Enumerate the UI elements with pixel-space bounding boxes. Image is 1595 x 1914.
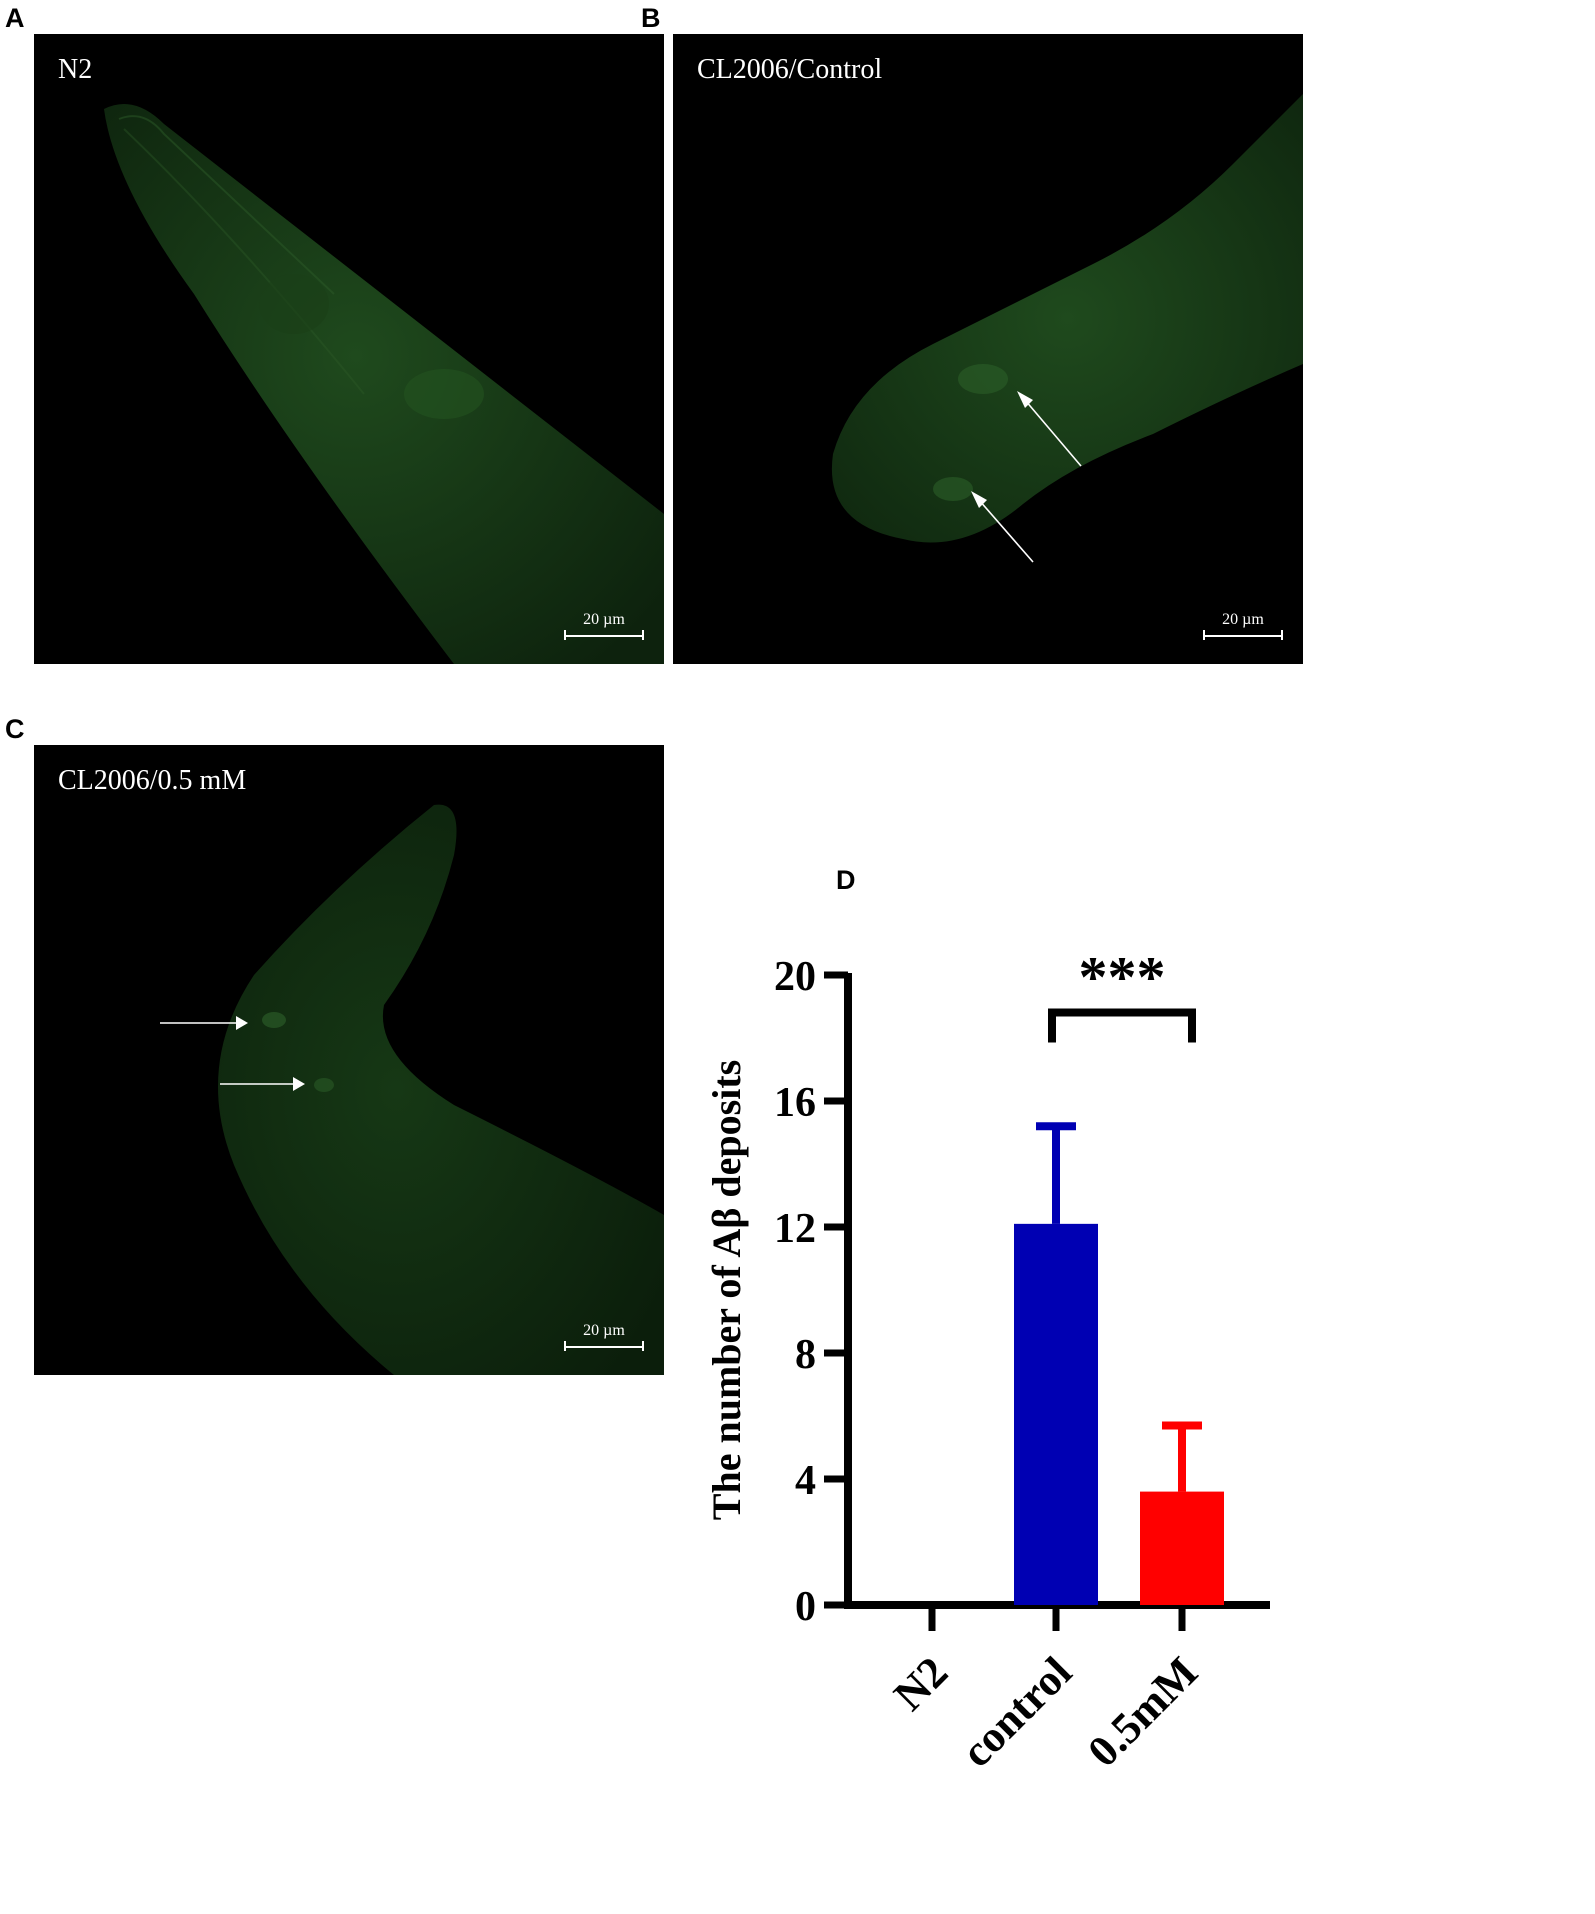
y-tick-label: 16 — [774, 1080, 816, 1126]
y-tick-label: 8 — [795, 1332, 816, 1378]
significance-label: *** — [1079, 945, 1166, 1010]
micrograph-cl2006-control: CL2006/Control 20 µm — [673, 34, 1303, 664]
y-tick-label: 4 — [795, 1458, 816, 1504]
panel-letter-d: D — [836, 865, 856, 895]
scale-bar-c: 20 µm — [564, 1323, 644, 1351]
panel-label-n2: N2 — [58, 54, 93, 85]
x-tick-label: 0.5mM — [1078, 1647, 1207, 1776]
scale-label-a: 20 µm — [583, 611, 625, 628]
scale-bar-a: 20 µm — [564, 612, 644, 640]
micrograph-cl2006-05mm: CL2006/0.5 mM 20 µm — [34, 745, 664, 1375]
micrograph-n2: N2 20 µm — [34, 34, 664, 664]
scale-label-c: 20 µm — [583, 1322, 625, 1339]
panel-letter-b: B — [641, 3, 661, 33]
worm-image-n2 — [104, 104, 664, 664]
panel-label-control: CL2006/Control — [697, 54, 883, 85]
panel-letter-c: C — [5, 714, 25, 744]
significance-bracket — [1048, 1008, 1196, 1043]
scale-bar-b: 20 µm — [1203, 612, 1283, 640]
y-tick-label: 0 — [795, 1584, 816, 1630]
x-tick-label: control — [952, 1647, 1081, 1776]
panel-letter-a: A — [5, 3, 25, 33]
y-tick-label: 20 — [774, 954, 816, 1000]
worm-image-05mm — [160, 804, 664, 1375]
bar-control — [1014, 1223, 1098, 1605]
bar-0-5mm — [1140, 1491, 1224, 1605]
worm-image-control — [831, 94, 1303, 563]
y-axis-title: The number of Aβ deposits — [704, 1060, 749, 1520]
panel-label-05mm: CL2006/0.5 mM — [58, 765, 247, 796]
bar-chart: 0 4 8 12 16 20 The number of Aβ deposits N2cont… — [704, 945, 1270, 1777]
y-tick-label: 12 — [774, 1206, 816, 1252]
scale-label-b: 20 µm — [1222, 611, 1264, 628]
x-tick-label: N2 — [884, 1647, 957, 1720]
